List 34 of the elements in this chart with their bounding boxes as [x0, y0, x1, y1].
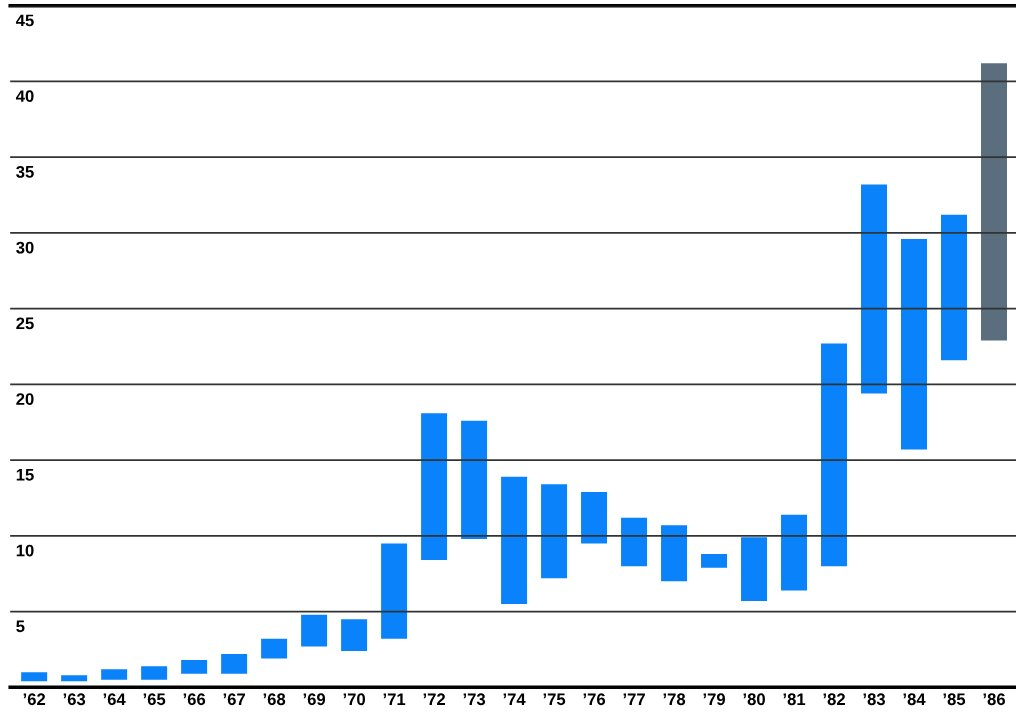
x-tick-label: ’77 [623, 693, 645, 705]
y-tick-label: 25 [16, 317, 34, 330]
x-tick-label: ’85 [943, 693, 966, 706]
x-tick-label: ’71 [383, 693, 406, 705]
y-tick-label: 45 [15, 14, 34, 27]
x-tick-label: ’76 [583, 693, 606, 706]
x-tick-label: ’78 [663, 693, 686, 706]
x-tick-label: ’70 [343, 693, 366, 706]
y-tick-label: 20 [16, 393, 34, 405]
x-tick-label: ’72 [423, 693, 446, 705]
x-tick-label: ’81 [783, 693, 806, 706]
x-tick-label: ’73 [463, 693, 486, 706]
y-tick-label: 5 [16, 620, 25, 633]
y-tick-label: 40 [15, 90, 34, 103]
y-tick-label: 15 [16, 469, 34, 481]
x-tick-label: ’64 [103, 693, 126, 706]
x-tick-label: ’62 [23, 693, 46, 706]
y-tick-label: 35 [16, 165, 34, 178]
x-tick-label: ’68 [263, 693, 286, 706]
x-tick-label: ’67 [223, 693, 245, 706]
y-tick-label: 30 [16, 241, 34, 254]
x-tick-label: ’80 [743, 693, 765, 706]
x-tick-label: ’63 [63, 693, 86, 706]
x-tick-label: ’66 [183, 693, 206, 706]
x-tick-label: ’65 [143, 693, 166, 706]
x-tick-label: ’79 [703, 693, 726, 706]
x-tick-label: ’74 [503, 693, 526, 705]
x-tick-label: ’69 [303, 693, 326, 706]
x-tick-label: ’82 [823, 693, 845, 706]
x-tick-label: ’84 [903, 693, 926, 706]
x-tick-label: ’75 [543, 693, 566, 706]
x-tick-label: ’83 [863, 693, 886, 706]
x-tick-label: ’86 [983, 693, 1005, 706]
y-tick-label: 10 [16, 544, 34, 557]
